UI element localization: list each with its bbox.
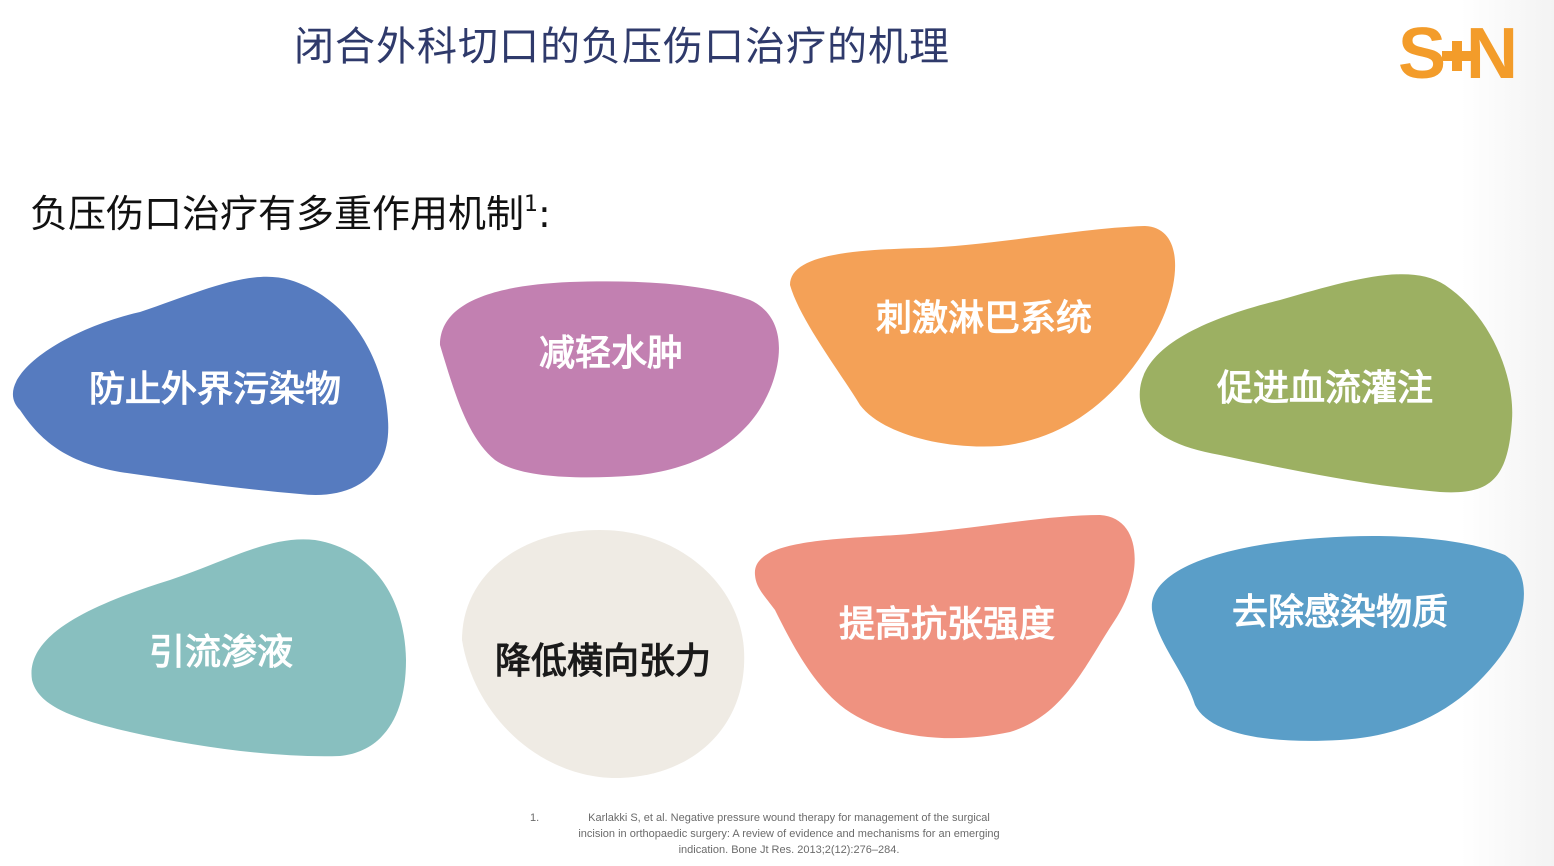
mechanism-7-blob bbox=[754, 515, 1135, 739]
mechanism-1-label: 防止外界污染物 bbox=[89, 369, 341, 410]
subtitle: 负压伤口治疗有多重作用机制1: bbox=[30, 183, 551, 238]
mechanism-3: 刺激淋巴系统 bbox=[790, 226, 1176, 447]
logo-letter-n: N bbox=[1466, 18, 1518, 88]
mechanism-5: 引流渗液 bbox=[31, 539, 406, 757]
mechanism-8-blob bbox=[1151, 535, 1524, 741]
mechanism-2: 减轻水肿 bbox=[440, 281, 779, 478]
subtitle-text: 负压伤口治疗有多重作用机制 bbox=[30, 192, 525, 236]
mechanism-6-label: 降低横向张力 bbox=[495, 641, 711, 682]
mechanism-6: 降低横向张力 bbox=[462, 530, 745, 779]
mechanism-3-blob bbox=[790, 226, 1176, 447]
mechanism-5-label: 引流渗液 bbox=[149, 632, 293, 673]
mechanism-3-label: 刺激淋巴系统 bbox=[876, 298, 1092, 339]
mechanism-6-blob bbox=[462, 530, 745, 779]
mechanism-2-blob bbox=[440, 281, 779, 478]
subtitle-footnote-ref: 1 bbox=[524, 192, 539, 217]
mechanism-4: 促进血流灌注 bbox=[1139, 274, 1513, 493]
logo-letter-s: S bbox=[1398, 18, 1446, 88]
mechanism-4-blob bbox=[1139, 274, 1513, 493]
logo-plus-vertical bbox=[1452, 41, 1462, 71]
mechanism-8: 去除感染物质 bbox=[1151, 535, 1524, 741]
mechanism-7-label: 提高抗张强度 bbox=[839, 603, 1055, 645]
mechanism-1-blob bbox=[12, 276, 389, 495]
citation: 1. Karlakki S, et al. Negative pressure … bbox=[530, 810, 1030, 858]
citation-line-1: Karlakki S, et al. Negative pressure wou… bbox=[588, 812, 990, 824]
brand-logo: S N bbox=[1398, 18, 1518, 88]
mechanism-1: 防止外界污染物 bbox=[12, 276, 389, 495]
mechanism-8-label: 去除感染物质 bbox=[1232, 592, 1448, 633]
mechanism-7: 提高抗张强度 bbox=[754, 515, 1135, 739]
subtitle-colon: : bbox=[538, 192, 551, 236]
mechanism-5-blob bbox=[31, 539, 406, 757]
citation-line-2: incision in orthopaedic surgery: A revie… bbox=[578, 828, 1000, 840]
citation-number: 1. bbox=[530, 812, 540, 824]
mechanism-2-label: 减轻水肿 bbox=[539, 333, 683, 374]
mechanism-4-label: 促进血流灌注 bbox=[1216, 368, 1433, 409]
slide-title: 闭合外科切口的负压伤口治疗的机理 bbox=[294, 24, 950, 70]
citation-line-3: indication. Bone Jt Res. 2013;2(12):276–… bbox=[678, 844, 900, 856]
